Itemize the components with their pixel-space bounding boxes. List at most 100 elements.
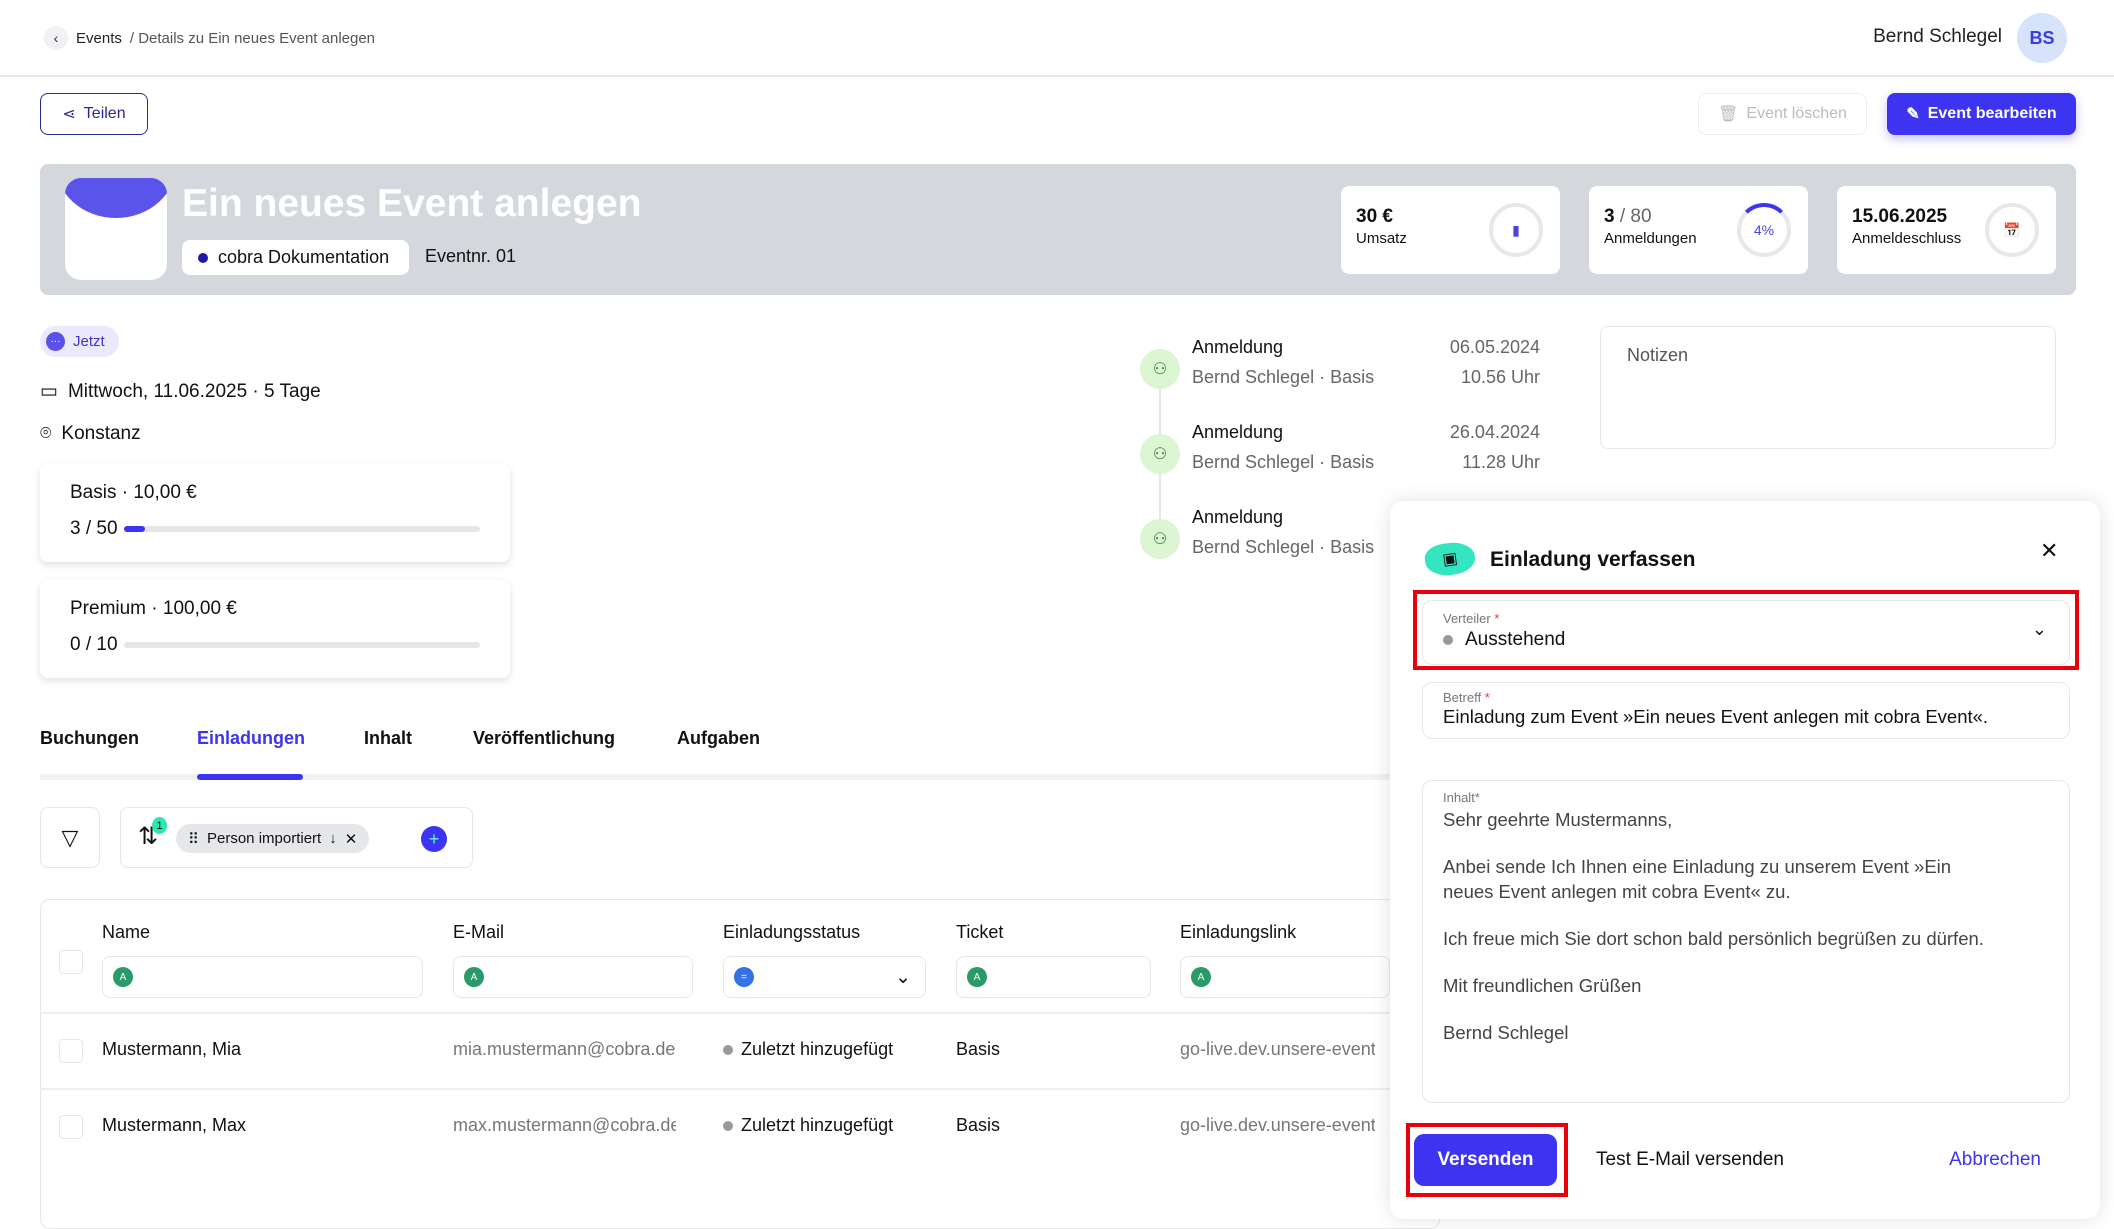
filter-button[interactable]: ▽ [40, 807, 100, 868]
tab-veroeffentlichung[interactable]: Veröffentlichung [473, 728, 616, 748]
body-line: Bernd Schlegel [1443, 1022, 1569, 1043]
column-header-link[interactable]: Einladungslink [1180, 922, 1297, 942]
email-filter-input[interactable]: A [453, 956, 693, 998]
column-header-name[interactable]: Name [102, 922, 151, 942]
status-label: Jetzt [73, 333, 105, 350]
delete-label: Event löschen [1746, 105, 1847, 122]
delete-event-button[interactable]: 🗑 Event löschen [1698, 93, 1867, 135]
subject-input[interactable]: Betreff * Einladung zum Event »Ein neues… [1422, 682, 2070, 739]
location-pin-icon: ⌾ [40, 423, 52, 444]
ticket-card[interactable]: Premium · 100,00 € 0 / 10 [40, 580, 510, 678]
event-number: Eventnr. 01 [425, 246, 517, 266]
invitations-table [40, 899, 1440, 1229]
subject-value: Einladung zum Event »Ein neues Event anl… [1443, 706, 1989, 727]
dialog-title: Einladung verfassen [1490, 548, 1696, 571]
ticket-progress [123, 526, 480, 532]
ticket-filter-input[interactable]: A [956, 956, 1151, 998]
timeline-date: 06.05.2024 [1449, 337, 1540, 357]
stat-label: Umsatz [1356, 230, 1407, 247]
cell-email: mia.mustermann@cobra.de [453, 1039, 676, 1059]
stat-label: Anmeldeschluss [1852, 230, 1962, 247]
status-filter-select[interactable]: = ⌄ [723, 956, 926, 998]
notes-field[interactable]: Notizen [1600, 326, 2056, 449]
progress-ring: 4% [1737, 203, 1791, 257]
timeline-sub: Bernd Schlegel · Basis [1192, 452, 1375, 472]
row-checkbox[interactable] [59, 1115, 83, 1139]
sort-chip-label: Person importiert [207, 830, 322, 847]
cell-ticket: Basis [956, 1115, 1001, 1135]
chevron-down-icon: ⌄ [895, 967, 911, 988]
ticket-card[interactable]: Basis · 10,00 € 3 / 50 [40, 464, 510, 562]
ticket-count: 3 / 50 [70, 518, 118, 539]
status-dot-icon [1443, 635, 1453, 645]
verteiler-label: Verteiler [1443, 611, 1491, 626]
user-plus-icon: ⚇ [1140, 519, 1180, 559]
select-all-checkbox[interactable] [59, 950, 83, 974]
drag-handle-icon[interactable]: ⠿ [188, 830, 199, 848]
body-line: Ich freue mich Sie dort schon bald persö… [1443, 928, 1984, 949]
link-filter-input[interactable]: A [1180, 956, 1390, 998]
remove-icon[interactable]: ✕ [344, 830, 358, 848]
tab-track [40, 774, 1400, 780]
status-dot-icon [723, 1120, 733, 1131]
text-filter-icon: A [1191, 967, 1211, 987]
tab-buchungen[interactable]: Buchungen [40, 728, 139, 748]
arrow-down-icon[interactable]: ↓ [329, 830, 337, 847]
column-header-status[interactable]: Einladungsstatus [723, 922, 861, 942]
timeline-date: 26.04.2024 [1449, 422, 1540, 442]
ticket-title: Basis · 10,00 € [70, 482, 197, 503]
ticket-count: 0 / 10 [70, 634, 118, 655]
timeline-time: 10.56 Uhr [1460, 367, 1540, 387]
share-button[interactable]: ⋖ Teilen [40, 93, 148, 135]
cell-link[interactable]: go-live.dev.unsere-events [1180, 1039, 1375, 1059]
highlight-box [1406, 1123, 1568, 1197]
timeline-time: 11.28 Uhr [1462, 452, 1540, 472]
equals-icon: = [734, 967, 754, 987]
verteiler-select[interactable]: Verteiler * Ausstehend ⌄ [1422, 600, 2070, 665]
tab-inhalt[interactable]: Inhalt [364, 728, 412, 748]
column-header-ticket[interactable]: Ticket [956, 922, 1004, 942]
cancel-button[interactable]: Abbrechen [1949, 1149, 2041, 1170]
ticket-progress-fill [123, 526, 145, 532]
column-header-email[interactable]: E-Mail [453, 922, 505, 942]
category-chip: cobra Dokumentation [182, 240, 410, 275]
name-filter-input[interactable]: A [102, 956, 423, 998]
stat-deadline: 15.06.2025 Anmeldeschluss 📅 [1837, 186, 2056, 274]
calendar-icon: ▭ [40, 381, 58, 402]
cell-name: Mustermann, Mia [102, 1039, 242, 1059]
content-textarea[interactable]: Inhalt* Sehr geehrte Mustermanns, Anbei … [1422, 780, 2070, 1103]
tab-aufgaben[interactable]: Aufgaben [677, 728, 760, 748]
test-email-button[interactable]: Test E-Mail versenden [1596, 1149, 1784, 1170]
trash-icon: 🗑 [1718, 106, 1739, 123]
breadcrumb-events[interactable]: Events [76, 29, 122, 47]
timeline-title: Anmeldung [1192, 337, 1284, 357]
required-mark: * [1484, 690, 1490, 705]
user-plus-icon: ⚇ [1140, 434, 1180, 474]
edit-event-button[interactable]: ✎ Event bearbeiten [1887, 93, 2076, 135]
sort-chip[interactable]: ⠿ Person importiert ↓ ✕ [176, 824, 370, 853]
row-divider [40, 1088, 1440, 1090]
cell-email: max.mustermann@cobra.de [453, 1115, 676, 1135]
tab-einladungen[interactable]: Einladungen [197, 728, 305, 748]
close-icon[interactable]: ✕ [2040, 538, 2059, 563]
share-icon: ⋖ [62, 106, 76, 123]
category-label: cobra Dokumentation [218, 247, 390, 267]
user-plus-icon: ⚇ [1140, 349, 1180, 389]
event-title: Ein neues Event anlegen [182, 182, 642, 225]
date-text: Mittwoch, 11.06.2025 · 5 Tage [67, 380, 321, 402]
cell-link[interactable]: go-live.dev.unsere-events [1180, 1115, 1375, 1135]
filter-icon: ▽ [61, 824, 79, 850]
stat-label: Anmeldungen [1604, 230, 1697, 247]
sort-count-badge: 1 [152, 817, 167, 834]
row-checkbox[interactable] [59, 1039, 83, 1063]
add-sort-button[interactable]: + [421, 826, 447, 852]
ticket-progress [123, 642, 480, 648]
required-mark: * [1494, 611, 1500, 626]
tab-active-indicator [197, 774, 303, 780]
send-button[interactable]: Versenden [1414, 1134, 1557, 1186]
back-chevron-icon[interactable]: ‹ [44, 26, 68, 50]
avatar[interactable]: BS [2017, 13, 2067, 63]
status-text: Zuletzt hinzugefügt [741, 1115, 894, 1135]
user-name[interactable]: Bernd Schlegel [1873, 26, 2002, 47]
verteiler-value: Ausstehend [1465, 629, 1566, 650]
